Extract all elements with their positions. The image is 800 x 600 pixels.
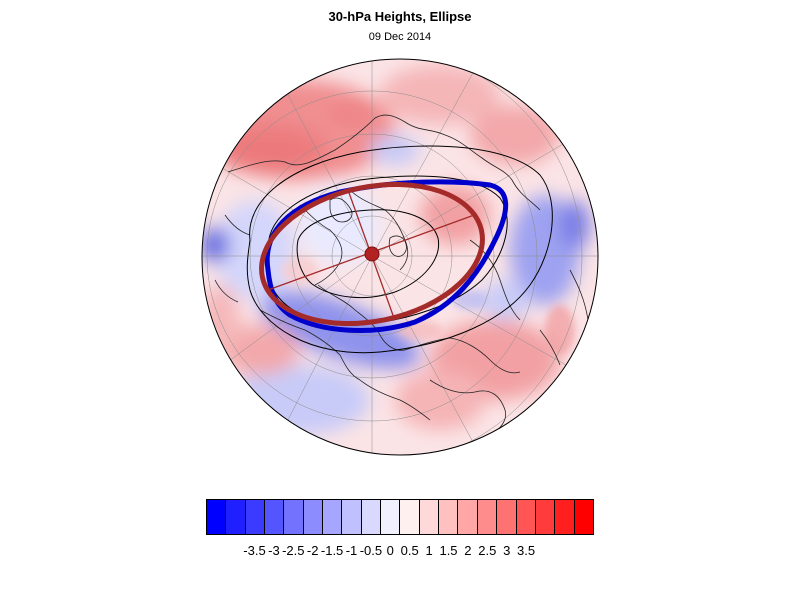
colorbar-swatch <box>303 500 324 534</box>
colorbar-swatch <box>400 500 420 534</box>
colorbar-swatch <box>535 500 556 534</box>
colorbar-tick-label: 0 <box>386 543 394 558</box>
colorbar-swatch <box>342 500 362 534</box>
colorbar-swatch <box>323 500 343 534</box>
colorbar-swatch <box>516 500 536 534</box>
colorbar-swatch <box>555 500 575 534</box>
colorbar-swatch <box>439 500 459 534</box>
colorbar-tick-label: 2 <box>464 543 472 558</box>
colorbar-swatch <box>207 500 227 534</box>
colorbar <box>206 499 594 535</box>
colorbar-swatch <box>381 500 401 534</box>
colorbar-tick-label: 3 <box>503 543 511 558</box>
colorbar-tick-label: -3.5 <box>243 543 266 558</box>
colorbar-tick-label: -2 <box>306 543 319 558</box>
colorbar-tick-label: 1.5 <box>439 543 458 558</box>
map-title: 30-hPa Heights, Ellipse <box>328 9 472 24</box>
colorbar-swatch <box>245 500 266 534</box>
colorbar-tick-label: 1 <box>425 543 433 558</box>
colorbar-swatch <box>477 500 498 534</box>
colorbar-tick-label: -2.5 <box>282 543 305 558</box>
colorbar-swatch <box>497 500 517 534</box>
colorbar-swatch <box>419 500 440 534</box>
colorbar-swatch <box>458 500 478 534</box>
map-date: 09 Dec 2014 <box>368 31 432 43</box>
colorbar-labels: -3.5 -3 -2.5 -2 -1.5 -1 -0.5 0 0.5 1 1.5 2 2.5 3 3.5 <box>206 543 594 559</box>
graticule <box>202 59 598 455</box>
colorbar-swatch <box>361 500 382 534</box>
vortex-ellipses <box>259 179 509 333</box>
anomaly-field <box>202 59 598 455</box>
map-boundary <box>201 58 599 456</box>
colorbar-swatch <box>574 500 593 534</box>
colorbar-swatch <box>226 500 246 534</box>
colorbar-swatch <box>265 500 285 534</box>
coastlines <box>214 114 589 436</box>
colorbar-tick-label: -1.5 <box>320 543 344 558</box>
colorbar-swatch <box>284 500 304 534</box>
ellipse-center-marker <box>364 246 380 262</box>
colorbar-tick-label: -1 <box>345 543 358 558</box>
colorbar-tick-label: -3 <box>268 543 280 558</box>
colorbar-tick-label: 3.5 <box>517 543 536 558</box>
colorbar-tick-label: 2.5 <box>478 543 497 558</box>
colorbar-tick-label: 0.5 <box>400 543 419 558</box>
colorbar-tick-label: -0.5 <box>359 543 383 558</box>
fitted-ellipse <box>259 181 485 327</box>
height-contours <box>246 145 553 354</box>
